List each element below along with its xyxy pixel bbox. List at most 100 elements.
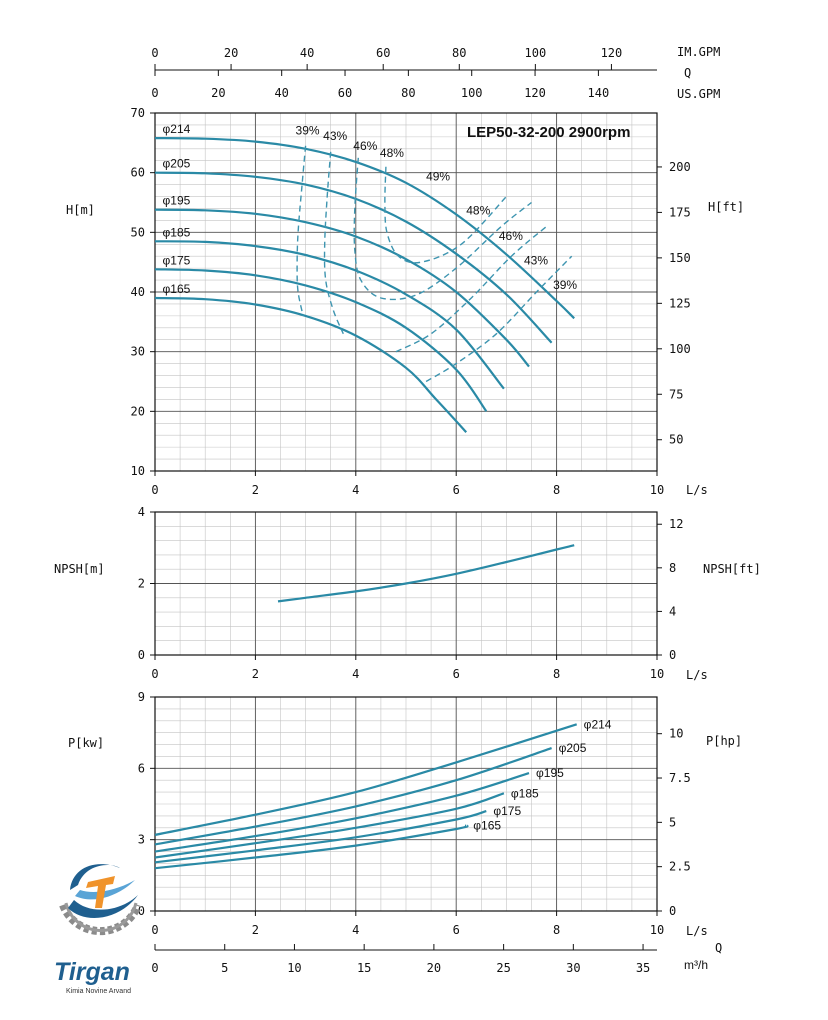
logo-wordmark: Tirgan <box>54 958 130 986</box>
chart-title: LEP50-32-200 2900rpm <box>467 124 630 141</box>
grid-layer <box>150 64 662 951</box>
x-tick-label: 4 <box>352 483 359 497</box>
plot-frame <box>154 696 658 912</box>
m3h-tick-label: 0 <box>151 961 158 975</box>
efficiency-curve <box>323 151 344 335</box>
m3h-tick-label: 25 <box>496 961 510 975</box>
head-curve-label: φ195 <box>163 194 191 208</box>
y-right-tick-label: 125 <box>669 296 691 310</box>
x-tick-label: 2 <box>252 923 259 937</box>
y-right-tick-label: 12 <box>669 517 683 531</box>
power-curve-label: φ195 <box>536 766 564 780</box>
npsh-ft-axis-label: NPSH[ft] <box>703 562 761 576</box>
head-curve <box>155 208 530 368</box>
plot-frame <box>154 112 658 472</box>
y-tick-label: 30 <box>131 345 145 359</box>
y-tick-label: 4 <box>138 505 145 519</box>
power-curve <box>155 824 469 870</box>
head-curve-label: φ185 <box>163 225 191 239</box>
y-right-tick-label: 100 <box>669 342 691 356</box>
head-curve <box>155 296 468 433</box>
imgpm-tick-label: 80 <box>452 46 466 60</box>
power-curve-label: φ214 <box>584 717 612 731</box>
head-curve <box>155 240 505 390</box>
y-right-tick-label: 0 <box>669 904 676 918</box>
m3h-tick-label: 20 <box>427 961 441 975</box>
q-axis-label-top: Q <box>684 66 691 80</box>
efficiency-label: 39% <box>296 123 320 137</box>
tirgan-logo: Tirgan Kimia Novine Arvand <box>54 864 142 995</box>
usgpm-axis-label: US.GPM <box>677 87 720 101</box>
usgpm-tick-label: 80 <box>401 86 415 100</box>
x-tick-label: 4 <box>352 923 359 937</box>
npsh-m-axis-label: NPSH[m] <box>54 562 105 576</box>
gear-icon <box>59 902 142 935</box>
imgpm-tick-label: 100 <box>525 46 547 60</box>
y-right-tick-label: 5 <box>669 815 676 829</box>
y-tick-label: 60 <box>131 166 145 180</box>
head-curve <box>155 268 488 412</box>
y-right-tick-label: 2.5 <box>669 860 691 874</box>
y-tick-label: 20 <box>131 404 145 418</box>
y-tick-label: 50 <box>131 225 145 239</box>
efficiency-label: 46% <box>353 139 377 153</box>
efficiency-label: 46% <box>499 229 523 243</box>
y-tick-label: 10 <box>131 464 145 478</box>
y-tick-label: 70 <box>131 106 145 120</box>
x-tick-label: 0 <box>151 667 158 681</box>
m3h-axis-label: m³/h <box>684 958 708 972</box>
x-tick-label: 4 <box>352 667 359 681</box>
y-tick-label: 0 <box>138 648 145 662</box>
head-curve <box>155 137 575 320</box>
usgpm-tick-label: 120 <box>524 86 546 100</box>
y-tick-label: 3 <box>138 833 145 847</box>
efficiency-label: 48% <box>466 203 490 217</box>
power-curve-label: φ205 <box>559 741 587 755</box>
flow-axis-label-head: L/s <box>686 483 708 497</box>
usgpm-tick-label: 100 <box>461 86 483 100</box>
x-tick-label: 10 <box>650 483 664 497</box>
efficiency-curve <box>425 255 573 383</box>
m3h-tick-label: 10 <box>287 961 301 975</box>
t-mark-icon <box>86 876 115 908</box>
head-m-axis-label: H[m] <box>66 203 95 217</box>
y-right-tick-label: 8 <box>669 561 676 575</box>
y-right-tick-label: 75 <box>669 387 683 401</box>
head-curve <box>155 171 553 344</box>
imgpm-tick-label: 120 <box>601 46 623 60</box>
x-tick-label: 8 <box>553 923 560 937</box>
curve-layer <box>155 137 578 870</box>
power-curve <box>155 723 578 836</box>
x-tick-label: 10 <box>650 667 664 681</box>
flow-axis-label-npsh: L/s <box>686 668 708 682</box>
usgpm-tick-label: 20 <box>211 86 225 100</box>
imgpm-tick-label: 60 <box>376 46 390 60</box>
efficiency-label: 48% <box>380 146 404 160</box>
m3h-tick-label: 30 <box>566 961 580 975</box>
y-tick-label: 0 <box>138 904 145 918</box>
head-curve-label: φ175 <box>163 253 191 267</box>
m3h-tick-label: 35 <box>636 961 650 975</box>
efficiency-curve <box>384 166 507 264</box>
label-layer: 0 2 4 6 8 10102030405060705075100125150175200… <box>131 46 691 975</box>
y-right-tick-label: 175 <box>669 205 691 219</box>
x-tick-label: 2 <box>252 483 259 497</box>
y-tick-label: 2 <box>138 577 145 591</box>
x-tick-label: 6 <box>453 483 460 497</box>
efficiency-curve <box>353 157 532 301</box>
x-tick-label: 0 <box>151 923 158 937</box>
power-kw-axis-label: P[kw] <box>68 736 104 750</box>
m3h-tick-label: 15 <box>357 961 371 975</box>
y-tick-label: 6 <box>138 761 145 775</box>
x-tick-label: 6 <box>453 923 460 937</box>
power-curve <box>155 772 530 853</box>
imgpm-tick-label: 0 <box>151 46 158 60</box>
efficiency-label: 49% <box>426 169 450 183</box>
power-curve <box>155 792 505 859</box>
usgpm-tick-label: 140 <box>588 86 610 100</box>
power-curve <box>155 810 487 864</box>
x-tick-label: 10 <box>650 923 664 937</box>
npsh-curve <box>277 544 575 603</box>
x-tick-label: 8 <box>553 483 560 497</box>
